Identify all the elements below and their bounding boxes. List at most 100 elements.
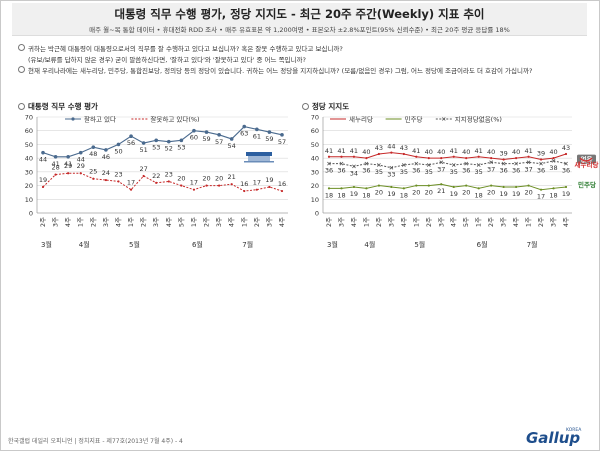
data-point	[527, 155, 530, 158]
gallup-logo: KOREA Gallup	[526, 427, 582, 447]
data-label: 27	[139, 165, 147, 173]
data-point	[218, 184, 221, 187]
data-point	[365, 157, 368, 160]
data-point	[255, 188, 258, 191]
data-label: 40	[512, 148, 520, 156]
data-point	[267, 130, 272, 134]
x-tick-label: 4주	[400, 217, 408, 227]
data-label: 36	[499, 167, 507, 175]
data-point	[426, 163, 431, 167]
data-label: 43	[562, 144, 570, 152]
data-point	[415, 184, 418, 187]
data-label: 44	[387, 143, 395, 151]
data-label: 59	[265, 135, 273, 143]
data-label: 20	[425, 189, 433, 197]
y-tick-label: 20	[25, 182, 33, 190]
data-point	[352, 155, 356, 158]
data-point	[78, 150, 83, 155]
data-label: 35	[425, 168, 433, 176]
data-label: 19	[450, 190, 458, 198]
data-label: 19	[350, 190, 358, 198]
x-tick-label: 5주	[462, 217, 470, 227]
x-tick-label: 4주	[350, 217, 358, 227]
data-point	[204, 130, 209, 134]
month-label: 5월	[414, 240, 425, 249]
x-tick-label: 3주	[215, 217, 223, 227]
data-point	[389, 165, 394, 170]
data-point	[92, 177, 95, 180]
data-point	[564, 185, 568, 189]
data-label: 18	[475, 191, 483, 199]
panel-bullet-party	[302, 103, 309, 110]
x-tick-label: 2주	[140, 217, 148, 227]
data-point	[452, 185, 455, 189]
data-label: 41	[524, 147, 532, 155]
data-point	[192, 188, 196, 191]
month-label: 6월	[477, 240, 488, 249]
data-point	[402, 187, 405, 190]
data-point	[539, 161, 543, 166]
data-label: 29	[77, 162, 85, 170]
data-point	[377, 184, 380, 187]
data-label: 41	[412, 147, 420, 155]
data-label: 43	[375, 144, 383, 152]
data-label: 19	[387, 190, 395, 198]
question-approval: 귀하는 박근혜 대통령이 대통령으로서의 직무를 잘 수행하고 있다고 보십니까…	[28, 45, 343, 53]
data-label: 24	[102, 169, 110, 177]
data-point	[41, 185, 45, 189]
data-label: 29	[64, 162, 72, 170]
data-point	[340, 155, 343, 158]
data-point	[502, 185, 505, 189]
data-point	[340, 187, 343, 190]
data-point	[352, 185, 356, 189]
data-label: 35	[450, 168, 458, 176]
data-point	[440, 157, 443, 160]
series-line	[329, 160, 567, 169]
data-point	[501, 161, 506, 166]
data-point	[339, 161, 344, 166]
data-point	[564, 161, 568, 166]
data-point	[280, 189, 284, 193]
data-point	[414, 161, 419, 166]
data-point	[451, 163, 456, 167]
data-label: 17	[537, 193, 545, 201]
data-point	[551, 159, 556, 163]
data-point	[327, 155, 331, 158]
question-bullet-2	[18, 66, 25, 73]
data-label: 18	[400, 191, 408, 199]
data-label: 53	[152, 143, 160, 151]
data-label: 57	[215, 138, 223, 146]
data-label: 35	[375, 168, 383, 176]
legend-label: 민주당	[405, 115, 423, 124]
series-line	[329, 183, 567, 191]
question-party: 현재 우리나라에는 새누리당, 민주당, 통합진보당, 정의당 등의 정당이 있…	[28, 67, 533, 75]
y-tick-label: 70	[25, 114, 33, 122]
none-end-badge-bg	[577, 154, 596, 164]
minju-end-badge: 민주당	[578, 180, 596, 189]
panel-bullet-approval	[18, 103, 25, 110]
data-point	[564, 152, 568, 156]
blue-house-roof	[246, 152, 272, 156]
data-point	[155, 181, 158, 184]
question-followup: (유보/보류를 답하지 않은 경우) 굳이 말씀하신다면, '잘하고 있다'와 …	[28, 56, 306, 64]
data-point	[377, 152, 380, 156]
data-label: 40	[425, 148, 433, 156]
series-line	[329, 152, 567, 161]
x-tick-label: 1주	[127, 217, 135, 227]
data-label: 37	[524, 165, 532, 173]
data-label: 20	[215, 175, 223, 183]
month-label: 3월	[327, 240, 338, 249]
data-label: 41	[51, 160, 59, 168]
data-point	[327, 161, 331, 166]
data-label: 44	[77, 156, 85, 164]
data-point	[166, 139, 171, 144]
x-tick-label: 4주	[562, 217, 570, 227]
data-point	[539, 188, 543, 191]
data-label: 41	[450, 147, 458, 155]
data-point	[527, 184, 530, 187]
data-label: 36	[562, 167, 570, 175]
y-tick-label: 40	[25, 155, 33, 163]
data-label: 21	[228, 173, 236, 181]
x-tick-label: 2주	[89, 217, 97, 227]
data-point	[205, 184, 208, 187]
